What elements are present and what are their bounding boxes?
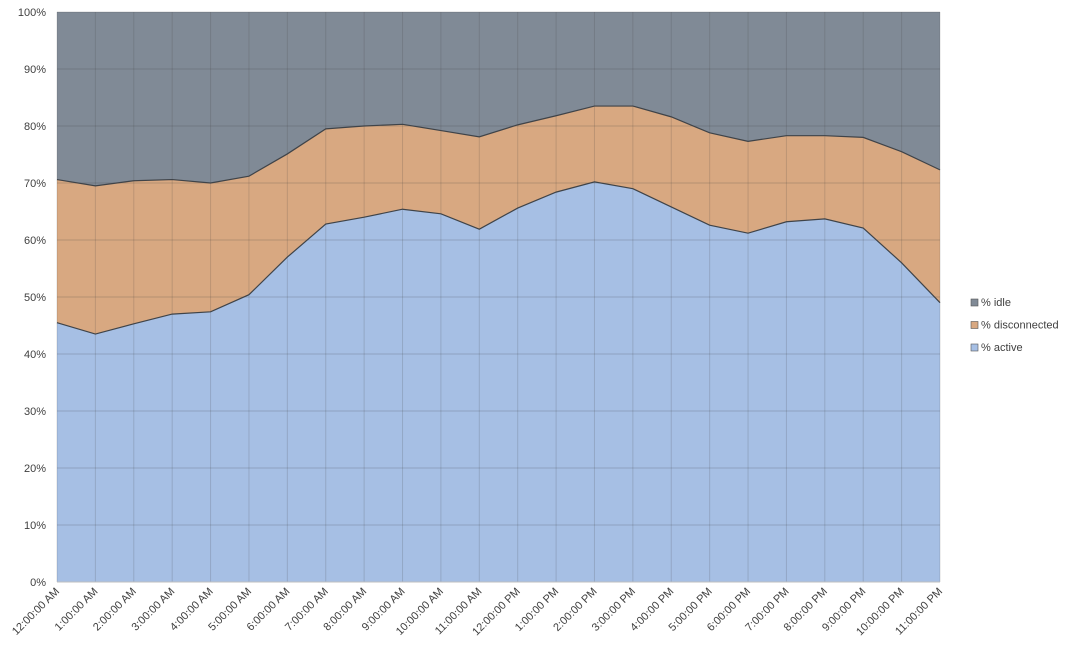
y-tick-label: 60% <box>24 235 46 247</box>
x-tick-label: 12:00:00 AM <box>10 586 62 638</box>
area-active <box>57 181 940 583</box>
area-disconnected <box>57 106 940 335</box>
area-idle <box>57 12 940 186</box>
y-tick-label: 10% <box>24 520 46 532</box>
legend-label: % active <box>981 342 1023 354</box>
y-tick-label: 50% <box>24 292 46 304</box>
legend-swatch <box>970 321 979 329</box>
y-tick-label: 20% <box>24 463 46 475</box>
legend: % idle % disconnected % active <box>970 297 1059 354</box>
legend-swatch <box>970 298 979 307</box>
area-series-group <box>57 12 940 583</box>
y-tick-label: 40% <box>24 349 46 361</box>
y-tick-label: 80% <box>24 121 46 133</box>
legend-swatch <box>970 343 979 352</box>
legend-label: % idle <box>981 297 1011 309</box>
y-tick-label: 0% <box>30 577 46 589</box>
series-boundary-lines <box>56 105 941 335</box>
y-tick-label: 70% <box>24 178 46 190</box>
y-tick-label: 90% <box>24 64 46 76</box>
y-tick-label: 100% <box>18 7 46 19</box>
y-tick-label: 30% <box>24 406 46 418</box>
boundary-line <box>56 181 941 335</box>
boundary-line <box>56 105 941 187</box>
y-axis: 0% 10% 20% 30% 40% 50% 60% 70% 80% 90% 100% <box>18 7 46 589</box>
x-axis: 12:00:00 AM1:00:00 AM2:00:00 AM3:00:00 A… <box>10 581 945 638</box>
legend-label: % disconnected <box>981 320 1059 332</box>
